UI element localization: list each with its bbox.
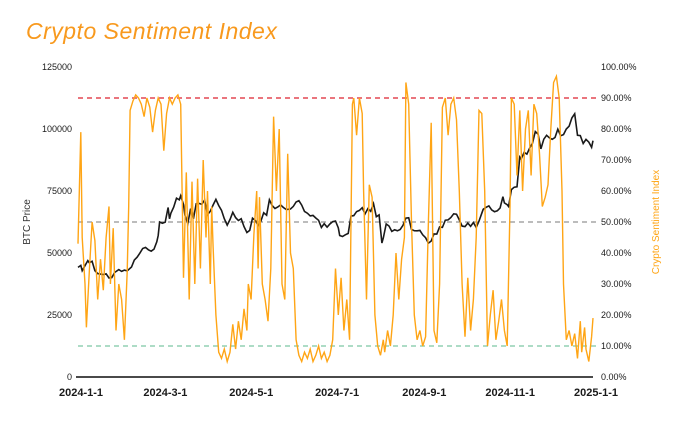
x-axis-tick-label: 2025-1-1 (574, 387, 618, 399)
x-axis-tick-label: 2024-9-1 (402, 387, 446, 399)
x-axis-tick-label: 2024-7-1 (315, 387, 359, 399)
right-axis-tick-label: 40.00% (601, 248, 632, 258)
right-axis-tick-label: 0.00% (601, 372, 627, 382)
x-axis-tick-label: 2024-5-1 (229, 387, 273, 399)
right-axis-tick-label: 100.00% (601, 62, 637, 72)
x-axis-tick-label: 2024-3-1 (143, 387, 187, 399)
right-axis-tick-label: 30.00% (601, 279, 632, 289)
right-axis-tick-label: 60.00% (601, 186, 632, 196)
right-axis-tick-label: 50.00% (601, 217, 632, 227)
left-axis-title: BTC Price (22, 199, 33, 245)
left-axis-tick-label: 50000 (47, 248, 72, 258)
right-axis-tick-label: 90.00% (601, 93, 632, 103)
left-axis-tick-label: 25000 (47, 310, 72, 320)
sentiment-line (77, 73, 594, 365)
right-axis-tick-label: 10.00% (601, 341, 632, 351)
left-axis-tick-label: 100000 (42, 124, 72, 134)
right-axis-tick-label: 20.00% (601, 310, 632, 320)
x-axis-tick-label: 2024-11-1 (485, 387, 535, 399)
btc-price-line (77, 111, 594, 279)
chart-title: Crypto Sentiment Index (26, 18, 278, 44)
right-axis-tick-label: 80.00% (601, 124, 632, 134)
right-axis-title: Crypto Sentiment Index (651, 170, 662, 275)
left-axis-tick-label: 125000 (42, 62, 72, 72)
right-axis-tick-label: 70.00% (601, 155, 632, 165)
left-axis-tick-label: 0 (67, 372, 72, 382)
x-axis-tick-label: 2024-1-1 (59, 387, 103, 399)
left-axis-tick-label: 75000 (47, 186, 72, 196)
